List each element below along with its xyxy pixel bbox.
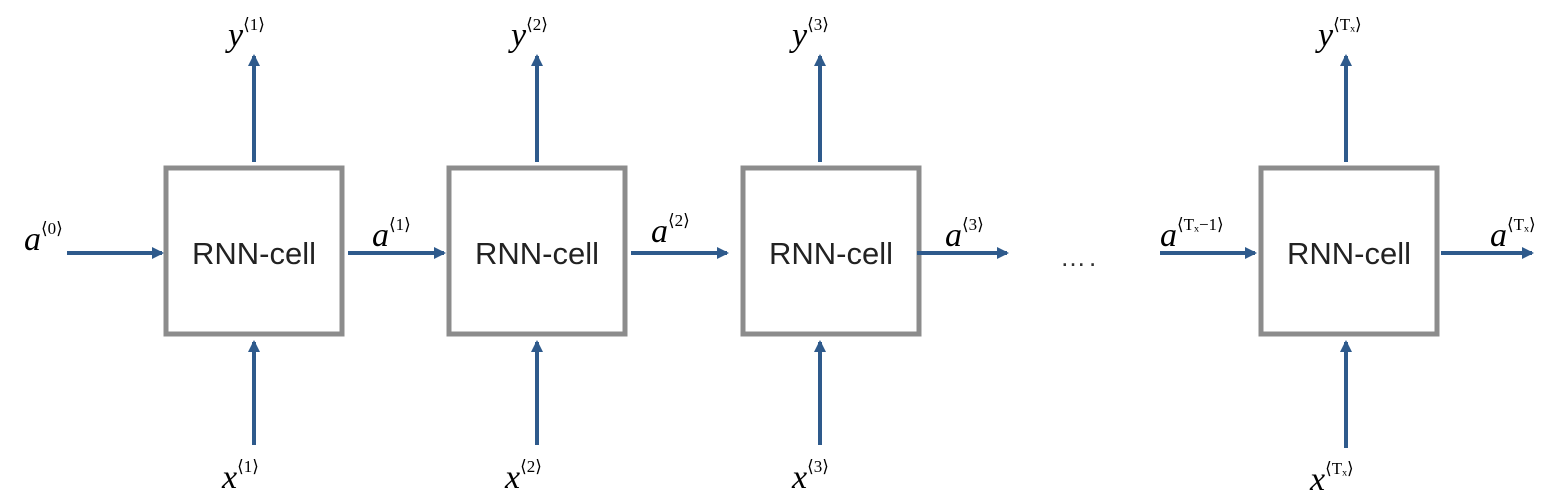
rnn-cell-2: RNN-cell <box>446 165 628 337</box>
output-label-3: y⟨3⟩ <box>789 15 829 54</box>
output-label-tx: y⟨Tₓ⟩ <box>1315 15 1362 54</box>
input-label-1: x⟨1⟩ <box>221 457 259 496</box>
activation-label-tx-minus-1: a⟨Tₓ−1⟩ <box>1160 215 1224 254</box>
input-label-3: x⟨3⟩ <box>791 457 829 496</box>
rnn-cell-1: RNN-cell <box>163 165 345 337</box>
activation-label-0: a⟨0⟩ <box>24 219 63 258</box>
activation-label-1: a⟨1⟩ <box>372 215 411 254</box>
rnn-cell-tx: RNN-cell <box>1258 165 1440 337</box>
rnn-cell-3: RNN-cell <box>740 165 922 337</box>
input-label-2: x⟨2⟩ <box>504 457 542 496</box>
ellipsis: …. <box>1060 242 1099 272</box>
activation-label-tx: a⟨Tₓ⟩ <box>1490 215 1536 254</box>
output-label-1: y⟨1⟩ <box>225 15 265 54</box>
cell-label: RNN-cell <box>475 236 599 271</box>
cell-label: RNN-cell <box>192 236 316 271</box>
cell-label: RNN-cell <box>1287 236 1411 271</box>
activation-label-3: a⟨3⟩ <box>945 215 984 254</box>
output-label-2: y⟨2⟩ <box>508 15 548 54</box>
activation-label-2: a⟨2⟩ <box>651 211 690 250</box>
input-label-tx: x⟨Tₓ⟩ <box>1309 459 1354 498</box>
cell-label: RNN-cell <box>769 236 893 271</box>
